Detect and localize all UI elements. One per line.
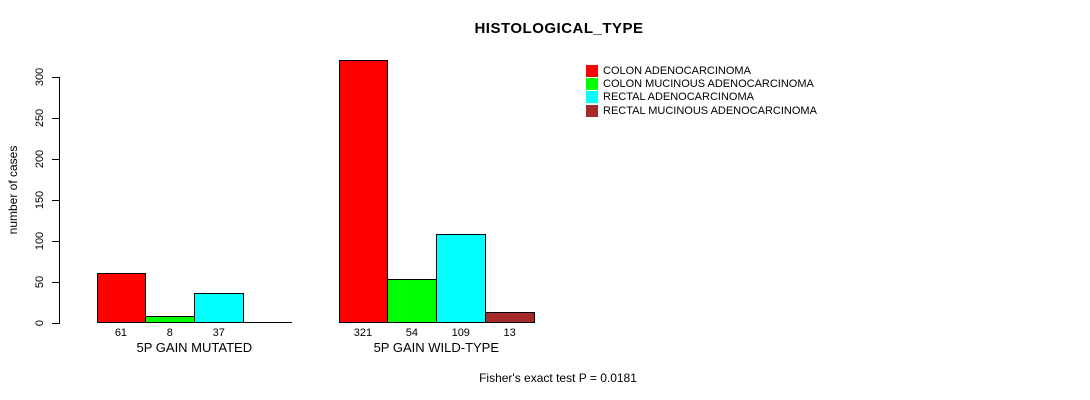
group-label: 5P GAIN MUTATED — [136, 340, 253, 355]
bar — [338, 59, 389, 323]
y-axis-tick-label: 50 — [34, 275, 46, 289]
legend-item: COLON MUCINOUS ADENOCARCINOMA — [586, 77, 817, 90]
bar — [96, 272, 147, 323]
bar — [145, 316, 196, 323]
bar-value-label: 13 — [503, 327, 516, 339]
legend-item-label: COLON ADENOCARCINOMA — [603, 64, 751, 77]
y-axis-tick — [52, 118, 59, 119]
legend-item: COLON ADENOCARCINOMA — [586, 64, 817, 77]
bar-value-label: 37 — [212, 327, 225, 339]
y-axis-tick-label: 0 — [34, 319, 46, 327]
bar — [436, 233, 487, 323]
bar-value-label: 61 — [114, 327, 128, 339]
bar-value-label: 109 — [451, 327, 470, 339]
legend-item-label: COLON MUCINOUS ADENOCARCINOMA — [603, 77, 814, 90]
legend-item: RECTAL MUCINOUS ADENOCARCINOMA — [586, 104, 817, 117]
fisher-test-annotation: Fisher's exact test P = 0.0181 — [479, 371, 637, 385]
y-axis-tick-label: 300 — [34, 67, 46, 87]
bar — [485, 312, 536, 323]
bar-value-label: 54 — [405, 327, 418, 339]
y-axis-tick-label: 150 — [34, 190, 46, 210]
y-axis-tick-label: 200 — [34, 149, 46, 169]
chart-title: HISTOLOGICAL_TYPE — [474, 20, 644, 37]
y-axis-label: number of cases — [6, 145, 20, 235]
y-axis-tick-label: 250 — [34, 108, 46, 128]
y-axis-tick — [52, 323, 59, 324]
y-axis-tick — [52, 159, 59, 160]
bar-value-label: 321 — [353, 327, 373, 339]
y-axis-tick — [52, 282, 59, 283]
legend-color-swatch — [586, 91, 598, 104]
y-axis-line — [59, 77, 60, 324]
legend-item-label: RECTAL MUCINOUS ADENOCARCINOMA — [603, 104, 817, 117]
legend-item: RECTAL ADENOCARCINOMA — [586, 91, 817, 104]
group-label: 5P GAIN WILD-TYPE — [373, 340, 500, 355]
bar-value-label: 8 — [166, 327, 173, 339]
bar — [387, 278, 438, 323]
legend-color-swatch — [586, 104, 598, 117]
legend-item-label: RECTAL ADENOCARCINOMA — [603, 91, 754, 104]
legend-color-swatch — [586, 77, 598, 90]
legend-color-swatch — [586, 64, 598, 77]
legend: COLON ADENOCARCINOMA COLON MUCINOUS ADENO… — [586, 64, 817, 117]
y-axis-tick — [52, 241, 59, 242]
y-axis-tick-label: 100 — [34, 231, 46, 251]
y-axis-tick — [52, 200, 59, 201]
bar — [194, 292, 245, 323]
y-axis-tick — [52, 77, 59, 78]
